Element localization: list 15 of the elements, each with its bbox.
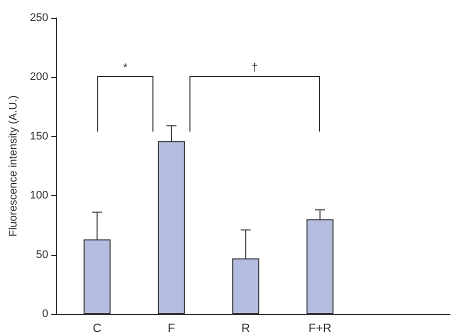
y-tick-label: 150: [30, 130, 48, 142]
y-tick-label: 50: [36, 248, 48, 261]
x-tick-label: F: [168, 321, 176, 335]
x-tick-label: R: [241, 321, 250, 335]
bracket: †: [189, 62, 320, 132]
y-tick-label: 0: [42, 308, 48, 320]
annotation: †: [252, 62, 258, 74]
y-axis-title: Fluorescence intensity (A.U.): [8, 95, 20, 237]
y-tick-label: 250: [30, 12, 48, 24]
y-tick-label: 200: [30, 71, 48, 84]
annotation: *: [123, 62, 128, 74]
y-tick-label: 100: [30, 190, 48, 202]
x-tick-label: C: [92, 321, 102, 335]
x-tick-label: F+R: [308, 321, 332, 335]
bracket: *: [97, 62, 154, 132]
